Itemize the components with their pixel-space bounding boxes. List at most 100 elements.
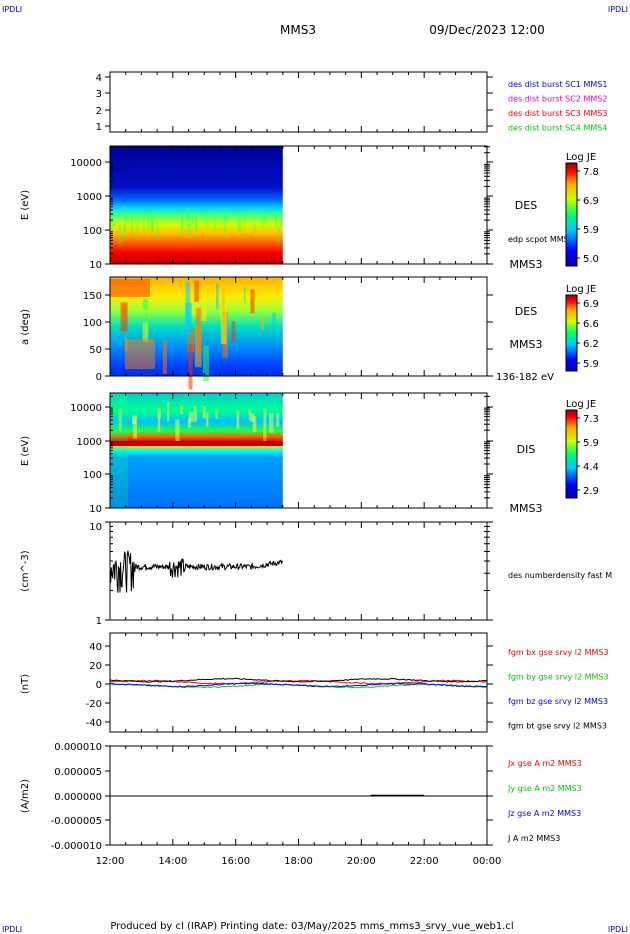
corner-mark-bottom-left: IPDLI bbox=[2, 925, 22, 934]
instrument-label: DIS bbox=[517, 443, 536, 456]
figure-title: MMS3 bbox=[280, 23, 316, 37]
colorbar-pitch-angle-tick-label: 6.6 bbox=[583, 319, 599, 330]
spectrogram-streak bbox=[216, 282, 219, 310]
spectrogram-streak bbox=[125, 339, 155, 369]
spectrogram-streak bbox=[194, 280, 199, 302]
burst-label: des dist burst SC4 MMS4 bbox=[508, 124, 607, 133]
spacecraft-label: MMS3 bbox=[510, 502, 543, 515]
burst-label: des dist burst SC1 MMS1 bbox=[508, 80, 607, 89]
spectrogram-texture bbox=[280, 214, 283, 228]
y-tick-label: -0.000005 bbox=[51, 816, 102, 827]
y-tick-label: 0.000010 bbox=[54, 742, 102, 753]
spectrogram-streak bbox=[188, 344, 193, 390]
field-trace bbox=[109, 677, 488, 683]
x-tick-label: 00:00 bbox=[473, 856, 502, 867]
spectrogram-texture bbox=[123, 223, 126, 240]
burst-label: des dist burst SC2 MMS2 bbox=[508, 95, 607, 104]
colorbar-pitch-angle-tick-label: 6.9 bbox=[583, 299, 599, 310]
colorbar-dis-energy-tick-label: 2.9 bbox=[583, 486, 599, 497]
spectrogram-streak bbox=[110, 279, 150, 297]
field-trace bbox=[109, 682, 487, 688]
spectrogram-texture bbox=[187, 214, 190, 228]
spectrogram-texture bbox=[253, 209, 256, 220]
y-tick-label: 2 bbox=[96, 106, 102, 117]
footer-credit: Produced by cl (IRAP) Printing date: 03/… bbox=[110, 921, 513, 932]
spectrogram-texture bbox=[181, 219, 184, 237]
energy-range-label: 136-182 eV bbox=[496, 372, 554, 383]
spectrogram-streak bbox=[162, 339, 167, 374]
spectrogram-streak bbox=[185, 282, 191, 332]
spectrogram-texture bbox=[237, 211, 240, 231]
spectrogram-streak bbox=[243, 286, 246, 304]
spectrogram-texture bbox=[264, 211, 267, 222]
spectrogram-texture bbox=[130, 214, 133, 235]
y-axis-label: (A/m2) bbox=[20, 779, 31, 813]
panel-frame bbox=[109, 632, 488, 733]
series-label: J A m2 MMS3 bbox=[507, 834, 560, 843]
spectrogram-streak bbox=[167, 401, 170, 422]
colorbar-des-energy-tick-label: 6.9 bbox=[583, 196, 599, 207]
series-label: Jz gse A m2 MMS3 bbox=[507, 809, 581, 818]
spectrogram-texture bbox=[114, 212, 117, 227]
spectrogram-streak bbox=[200, 306, 207, 322]
colorbar-dis-energy-tick-label: 5.9 bbox=[583, 438, 599, 449]
spectrogram-texture bbox=[194, 217, 197, 229]
spectrogram-streak bbox=[269, 413, 274, 433]
series-label: des numberdensity fast M bbox=[508, 571, 612, 580]
y-tick-label: 1000 bbox=[77, 192, 102, 203]
des-energy-spectrogram bbox=[110, 146, 283, 264]
y-tick-label: 10 bbox=[89, 260, 102, 271]
spectrogram-streak bbox=[188, 412, 194, 422]
spectrogram-band bbox=[110, 441, 283, 446]
panel-pitch-angle: 150 100 50 0 a (deg) DES MMS3 136-182 eV Log JE 6… bbox=[20, 276, 599, 390]
y-axis-label: a (deg) bbox=[20, 309, 31, 345]
instrument-label: DES bbox=[515, 199, 537, 212]
y-axis-label: E (eV) bbox=[20, 190, 31, 220]
y-tick-label: 40 bbox=[89, 642, 102, 653]
panel-number-density: 10 1 (cm^-3) des numberdensity fast M bbox=[20, 521, 612, 627]
x-tick-label: 12:00 bbox=[96, 856, 125, 867]
spectrogram-streak bbox=[250, 289, 255, 314]
panel-magnetic-field: 40 20 0 -20 -40 (nT) fgm bx gse srvy l2 MMS3 fg… bbox=[20, 632, 609, 733]
panel-burst-flags: 4 3 2 1 des dist burst SC1 MMS1 des dist burs… bbox=[96, 71, 607, 133]
spectrogram-streak bbox=[202, 406, 206, 419]
spectrogram-streak bbox=[276, 413, 280, 427]
series-label: fgm bt gse srvy l2 MMS3 bbox=[508, 722, 607, 731]
y-tick-label: 3 bbox=[96, 89, 102, 100]
colorbar-des-energy-tick-label: 5.0 bbox=[583, 254, 599, 265]
spectrogram-texture bbox=[186, 207, 189, 228]
spectrogram-streak bbox=[206, 412, 209, 427]
spectrogram-texture bbox=[277, 224, 280, 244]
spectrogram-streak bbox=[187, 328, 194, 352]
spectrogram-streak bbox=[261, 316, 264, 330]
corner-mark-top-right: IPDLI bbox=[608, 5, 628, 14]
spectrogram-texture bbox=[222, 208, 225, 221]
spectrogram-texture bbox=[187, 207, 190, 219]
colorbar-dis-energy-title: Log JE bbox=[566, 399, 596, 410]
panel-current-density: 0.000010 0.000005 0.000000 -0.000005 -0.0000… bbox=[20, 742, 582, 867]
spectrogram-streak bbox=[221, 287, 225, 325]
y-tick-label: 20 bbox=[89, 661, 102, 672]
series-label: fgm bz gse srvy l2 MMS3 bbox=[508, 697, 608, 706]
spectrogram-streak bbox=[120, 302, 128, 332]
colorbar-des-energy-tick-label: 5.9 bbox=[583, 225, 599, 236]
spectrogram-texture bbox=[150, 220, 153, 233]
y-tick-label: -40 bbox=[86, 718, 102, 729]
x-tick-label: 20:00 bbox=[347, 856, 376, 867]
colorbar-pitch-angle-tick-label: 6.2 bbox=[583, 339, 599, 350]
spectrogram-streak bbox=[263, 419, 267, 444]
spectrogram-streak bbox=[193, 406, 197, 423]
spectrogram-streak bbox=[133, 415, 137, 439]
spectrogram-streak bbox=[272, 312, 276, 325]
colorbar-dis-energy bbox=[565, 409, 578, 499]
spectrogram-texture bbox=[204, 212, 207, 225]
colorbar-des-energy bbox=[565, 162, 578, 267]
series-label: Jy gse A m2 MMS3 bbox=[507, 784, 582, 793]
spectrogram-streak bbox=[250, 413, 255, 423]
y-axis-label: E (eV) bbox=[20, 436, 31, 466]
spectrogram-texture bbox=[206, 215, 209, 228]
panel-frame bbox=[109, 521, 488, 621]
y-tick-label: 0 bbox=[96, 680, 102, 691]
y-tick-label: 100 bbox=[83, 318, 102, 329]
spectrogram-texture bbox=[124, 206, 127, 222]
